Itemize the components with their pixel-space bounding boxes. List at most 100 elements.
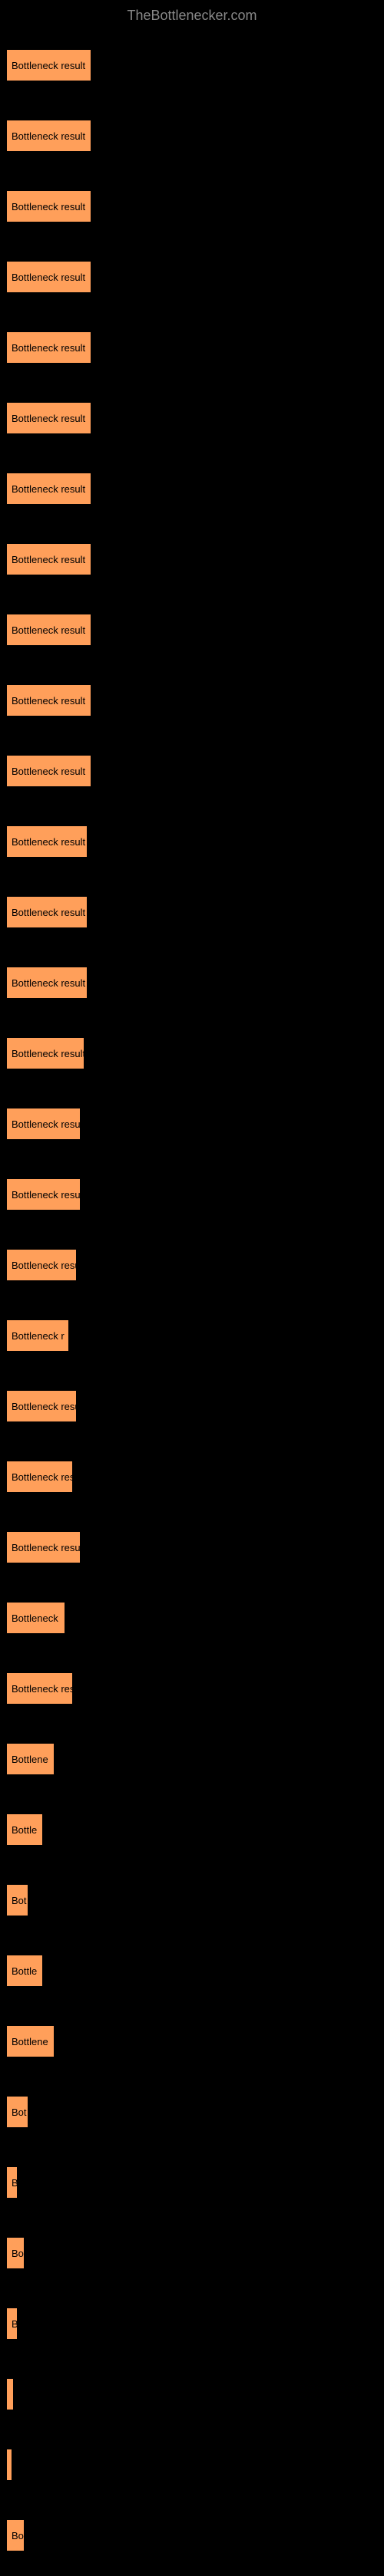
bar-row: Bottleneck result <box>6 388 378 434</box>
bar-wrapper: Bottleneck result <box>6 614 378 646</box>
bar-wrapper: Bottleneck result <box>6 825 378 858</box>
bar-label-above <box>6 318 378 328</box>
bar-label: Bottleneck resu <box>12 1260 77 1271</box>
bar-label-above <box>6 953 378 964</box>
bar-label-above <box>6 176 378 187</box>
bar-wrapper: Bottleneck result <box>6 190 378 222</box>
bar-label-above <box>6 2505 378 2516</box>
bar-wrapper: Bo <box>6 2519 378 2551</box>
bar-label-above <box>6 2294 378 2304</box>
bar-label: Bottleneck result <box>12 695 85 707</box>
bar-row: Bottleneck result <box>6 1164 378 1211</box>
bar-label-above <box>6 670 378 681</box>
bar-row: Bottleneck result <box>6 247 378 293</box>
chart-bar: Bottleneck result <box>6 261 91 293</box>
bar-label: Bottleneck result <box>12 413 85 424</box>
bar-row: Bottleneck result <box>6 741 378 787</box>
bar-row: Bot <box>6 2082 378 2128</box>
bar-label: Bot <box>12 2107 27 2118</box>
chart-bar: Bottleneck result <box>6 49 91 81</box>
bar-row: Bottlene <box>6 2011 378 2057</box>
bar-wrapper: Bottleneck result <box>6 49 378 81</box>
chart-bar: Bottleneck res <box>6 1461 73 1493</box>
chart-bar: Bottleneck result <box>6 1531 81 1563</box>
bar-wrapper: Bottleneck result <box>6 331 378 364</box>
bar-wrapper: Bottle <box>6 1955 378 1987</box>
bar-row: Bottleneck result <box>6 106 378 152</box>
chart-bar: Bottleneck result <box>6 825 88 858</box>
bar-label: Bottleneck res <box>12 1471 73 1483</box>
bar-label: Bottleneck result <box>12 130 85 142</box>
bar-row: Bottleneck res <box>6 1447 378 1493</box>
chart-bar: Bottleneck resu <box>6 1390 77 1422</box>
bar-wrapper: Bottleneck resu <box>6 1249 378 1281</box>
page-header: TheBottlenecker.com <box>0 0 384 35</box>
bar-wrapper: Bottleneck result <box>6 896 378 928</box>
bar-wrapper: Bottleneck res <box>6 1672 378 1705</box>
bar-label-above <box>6 1588 378 1599</box>
chart-bar: B <box>6 2308 18 2340</box>
bar-label-above <box>6 2223 378 2234</box>
bar-wrapper: Bottlene <box>6 2025 378 2057</box>
bar-row: Bottleneck result <box>6 953 378 999</box>
bar-row: Bottleneck resu <box>6 1376 378 1422</box>
chart-bar: Bottleneck result <box>6 331 91 364</box>
bar-label: Bottleneck result <box>12 1048 84 1059</box>
bar-row: Bottleneck result <box>6 670 378 716</box>
bar-row: Bo <box>6 2505 378 2551</box>
bar-label-above <box>6 600 378 611</box>
bar-label-above <box>6 1306 378 1316</box>
bar-label-above <box>6 1517 378 1528</box>
chart-bar: Bottleneck result <box>6 1178 81 1211</box>
bar-label-above <box>6 741 378 752</box>
bar-row: B <box>6 2153 378 2199</box>
chart-bar: Bot <box>6 1884 28 1916</box>
bar-label: Bottleneck res <box>12 1683 73 1695</box>
chart-bar: Bottleneck result <box>6 1037 84 1069</box>
chart-bar: Bottleneck <box>6 1602 65 1634</box>
bar-label: Bo <box>12 2248 24 2259</box>
bar-label-above <box>6 882 378 893</box>
chart-bar: Bottleneck result <box>6 684 91 716</box>
bar-label: Bottle <box>12 1824 37 1836</box>
bar-label: Bottlene <box>12 2036 48 2047</box>
bar-row: Bottleneck result <box>6 1094 378 1140</box>
bar-wrapper: Bottleneck result <box>6 261 378 293</box>
bar-label-above <box>6 388 378 399</box>
bar-row: Bottleneck result <box>6 812 378 858</box>
bar-row: Bottleneck r <box>6 1306 378 1352</box>
bar-wrapper: Bot <box>6 1884 378 1916</box>
bar-label: Bottleneck result <box>12 766 85 777</box>
bar-wrapper: Bottleneck result <box>6 402 378 434</box>
bar-label: Bottleneck result <box>12 554 85 565</box>
chart-bar: Bottleneck resu <box>6 1249 77 1281</box>
chart-bar: Bottleneck result <box>6 543 91 575</box>
bar-label: Bottleneck resu <box>12 1401 77 1412</box>
bar-row: Bottleneck resu <box>6 1235 378 1281</box>
bar-row: Bottleneck result <box>6 176 378 222</box>
bar-label: Bottleneck <box>12 1612 58 1624</box>
bar-wrapper: Bottleneck result <box>6 543 378 575</box>
bar-label: Bottleneck result <box>12 60 85 71</box>
bar-row: Bottleneck result <box>6 600 378 646</box>
bar-row: Bottle <box>6 1941 378 1987</box>
chart-bar: Bottlene <box>6 2025 55 2057</box>
bar-row: Bottleneck <box>6 1588 378 1634</box>
bar-label: Bottleneck result <box>12 201 85 212</box>
bar-row: Bottleneck result <box>6 1023 378 1069</box>
bar-label: Bottleneck result <box>12 1542 81 1553</box>
chart-bar: Bottleneck result <box>6 755 91 787</box>
chart-bar: Bottleneck result <box>6 473 91 505</box>
bar-label-above <box>6 1164 378 1175</box>
bar-label-above <box>6 1023 378 1034</box>
bar-label-above <box>6 1800 378 1810</box>
bar-label: Bottleneck result <box>12 272 85 283</box>
bar-wrapper <box>6 2378 378 2410</box>
bar-label: Bottlene <box>12 1754 48 1765</box>
bar-row: Bottleneck result <box>6 529 378 575</box>
bar-row: Bo <box>6 2223 378 2269</box>
bar-wrapper: Bottleneck result <box>6 1531 378 1563</box>
bar-wrapper: Bottleneck r <box>6 1319 378 1352</box>
bar-label: Bottleneck result <box>12 624 85 636</box>
bar-row <box>6 2364 378 2410</box>
